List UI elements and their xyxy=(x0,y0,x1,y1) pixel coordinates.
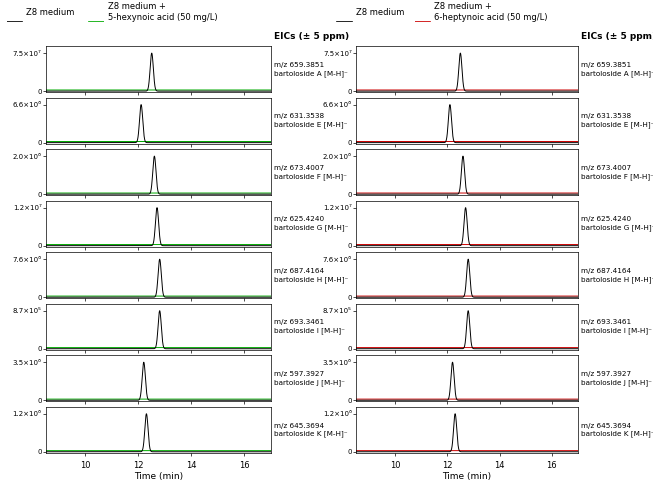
Text: m/z 631.3538
bartoloside E [M-H]⁻: m/z 631.3538 bartoloside E [M-H]⁻ xyxy=(274,113,348,128)
Text: m/z 659.3851
bartoloside A [M-H]⁻: m/z 659.3851 bartoloside A [M-H]⁻ xyxy=(274,62,348,76)
Text: EICs (± 5 ppm): EICs (± 5 ppm) xyxy=(274,33,349,41)
Text: m/z 687.4164
bartoloside H [M-H]⁻: m/z 687.4164 bartoloside H [M-H]⁻ xyxy=(581,268,653,283)
Text: m/z 659.3851
bartoloside A [M-H]⁻: m/z 659.3851 bartoloside A [M-H]⁻ xyxy=(581,62,653,76)
Text: Z8 medium +
6-heptynoic acid (50 mg/L): Z8 medium + 6-heptynoic acid (50 mg/L) xyxy=(434,2,548,22)
Text: Z8 medium: Z8 medium xyxy=(26,8,74,17)
Text: m/z 625.4240
bartoloside G [M-H]⁻: m/z 625.4240 bartoloside G [M-H]⁻ xyxy=(581,216,653,231)
X-axis label: Time (min): Time (min) xyxy=(442,472,492,481)
Text: m/z 645.3694
bartoloside K [M-H]⁻: m/z 645.3694 bartoloside K [M-H]⁻ xyxy=(274,423,348,437)
Text: m/z 597.3927
bartoloside J [M-H]⁻: m/z 597.3927 bartoloside J [M-H]⁻ xyxy=(581,371,652,386)
Text: Z8 medium +
5-hexynoic acid (50 mg/L): Z8 medium + 5-hexynoic acid (50 mg/L) xyxy=(108,2,217,22)
Text: m/z 631.3538
bartoloside E [M-H]⁻: m/z 631.3538 bartoloside E [M-H]⁻ xyxy=(581,113,653,128)
X-axis label: Time (min): Time (min) xyxy=(134,472,183,481)
Text: m/z 693.3461
bartoloside I [M-H]⁻: m/z 693.3461 bartoloside I [M-H]⁻ xyxy=(581,319,652,334)
Text: EICs (± 5 ppm): EICs (± 5 ppm) xyxy=(581,33,653,41)
Text: Z8 medium: Z8 medium xyxy=(356,8,404,17)
Text: m/z 673.4007
bartoloside F [M-H]⁻: m/z 673.4007 bartoloside F [M-H]⁻ xyxy=(274,165,347,180)
Text: m/z 625.4240
bartoloside G [M-H]⁻: m/z 625.4240 bartoloside G [M-H]⁻ xyxy=(274,216,349,231)
Text: m/z 645.3694
bartoloside K [M-H]⁻: m/z 645.3694 bartoloside K [M-H]⁻ xyxy=(581,423,653,437)
Text: m/z 687.4164
bartoloside H [M-H]⁻: m/z 687.4164 bartoloside H [M-H]⁻ xyxy=(274,268,349,283)
Text: m/z 673.4007
bartoloside F [M-H]⁻: m/z 673.4007 bartoloside F [M-H]⁻ xyxy=(581,165,653,180)
Text: m/z 597.3927
bartoloside J [M-H]⁻: m/z 597.3927 bartoloside J [M-H]⁻ xyxy=(274,371,345,386)
Text: m/z 693.3461
bartoloside I [M-H]⁻: m/z 693.3461 bartoloside I [M-H]⁻ xyxy=(274,319,345,334)
